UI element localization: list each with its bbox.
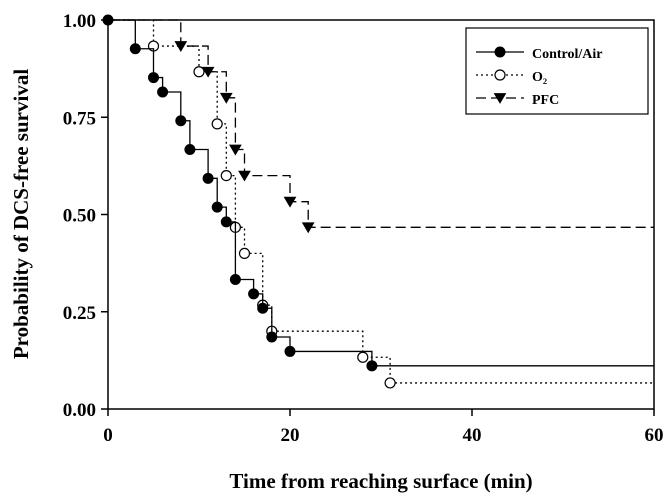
data-point [301,222,315,234]
data-point [494,46,506,58]
data-point [175,115,187,127]
x-axis-title: Time from reaching surface (min) [229,469,532,493]
x-tick-label: 60 [645,425,664,446]
data-point [257,302,269,314]
data-point [357,351,369,363]
data-point [283,196,297,208]
axis-ticks: 0 20 40 60 0.00 0.25 0.50 0.75 1.00 [63,11,664,446]
y-axis-title: Probability of DCS-free survival [9,69,33,359]
series-line [108,19,654,228]
data-point [284,345,296,357]
y-tick-label: 0.25 [63,303,96,324]
x-tick-label: 40 [463,425,482,446]
data-point [493,93,507,104]
data-point [384,377,396,389]
data-point [102,14,114,26]
data-point [129,43,141,55]
data-point [494,69,506,81]
data-point [157,86,169,98]
data-point [184,144,196,156]
data-point [220,216,232,228]
data-point [148,72,159,84]
data-point [220,170,232,182]
data-point [238,170,251,182]
legend-label-o2: O₂ [532,70,547,85]
data-point [248,288,260,300]
data-point [193,66,205,78]
data-point [202,172,214,184]
data-point [229,144,242,156]
legend-label-pfc: PFC [532,93,559,108]
data-point [211,201,223,213]
data-point [238,247,251,259]
legend: Control/Air O₂ PFC [465,27,649,115]
y-tick-label: 1.00 [63,11,96,32]
legend-entries [476,46,524,104]
series-layer [102,14,654,389]
data-point [219,92,233,104]
x-tick-label: 0 [103,425,113,446]
data-point [266,331,278,343]
y-tick-label: 0.75 [63,108,96,129]
x-tick-label: 20 [281,425,300,446]
data-point [366,360,378,372]
data-point [229,273,241,285]
series-0 [102,14,654,372]
y-tick-label: 0.50 [63,206,96,227]
legend-label-control: Control/Air [532,47,603,62]
data-point [211,118,223,130]
y-tick-label: 0.00 [63,400,96,421]
